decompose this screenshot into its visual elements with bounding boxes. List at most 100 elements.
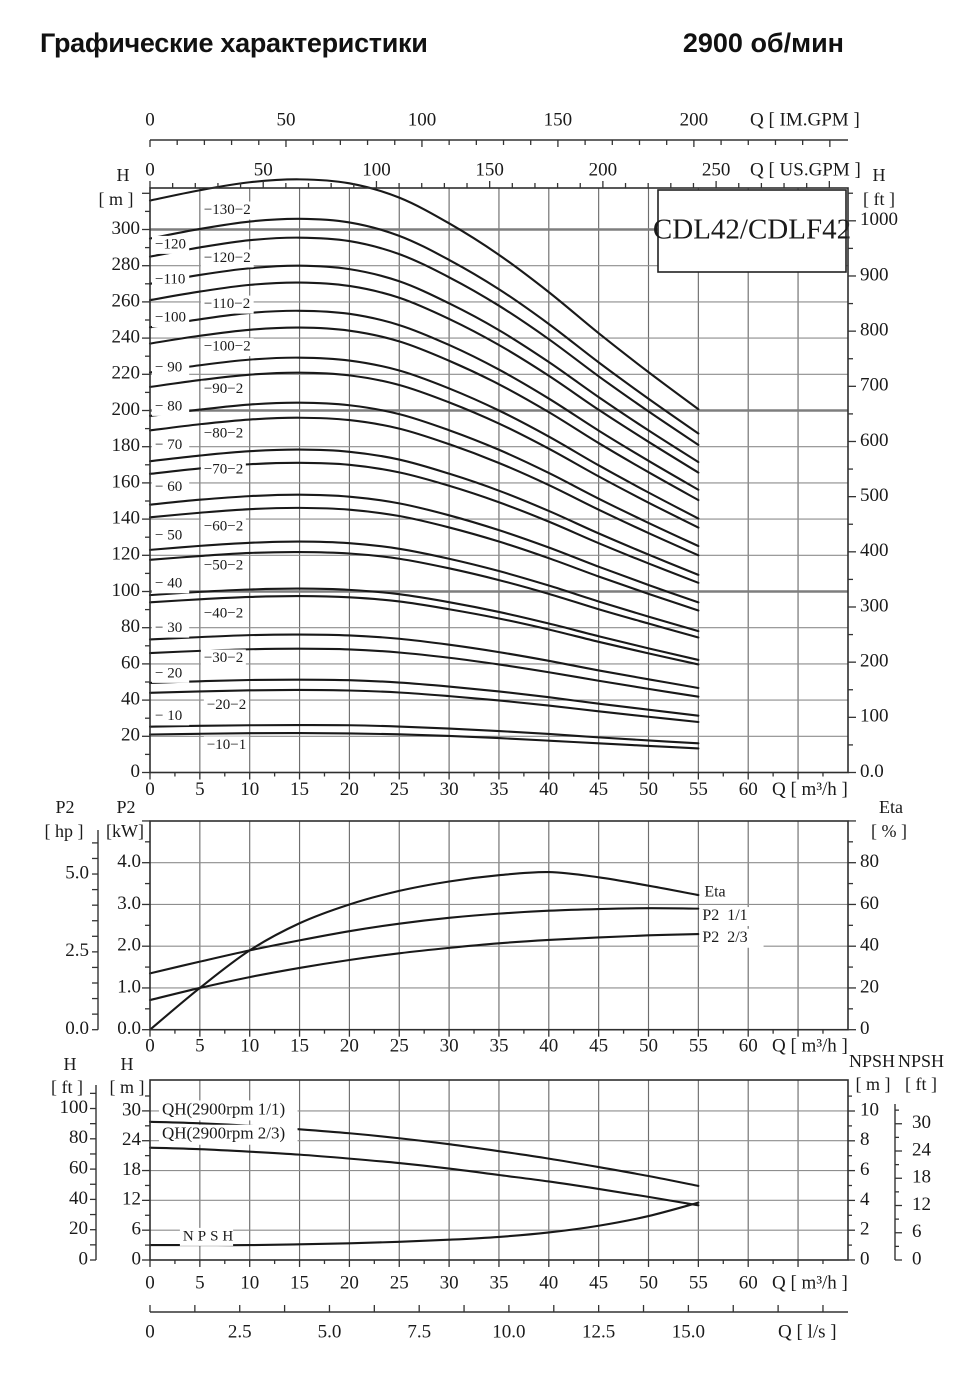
axis-tick-label: 25: [390, 1035, 409, 1056]
axis-tick-label: 0: [132, 1248, 142, 1269]
axis-tick-label: 20: [340, 1035, 359, 1056]
axis-header: [ hp ]: [45, 821, 84, 841]
curve-label: −80−2: [204, 425, 243, 441]
axis-header: P2: [55, 797, 74, 817]
axis-tick-label: 80: [860, 851, 879, 872]
axis-tick-label: 18: [122, 1159, 141, 1180]
axis-tick-label: 55: [689, 779, 708, 800]
axis-tick-label: 20: [69, 1218, 88, 1239]
axis-tick-label: 15: [290, 779, 309, 800]
axis-tick-label: 50: [639, 1035, 658, 1056]
curve--30: [148, 633, 700, 690]
curve--40: [148, 587, 700, 661]
x-axis-title: Q [ m³/h ]: [772, 779, 848, 800]
axis-tick-label: 12: [122, 1189, 141, 1210]
axis-tick-label: 20: [340, 779, 359, 800]
axis-tick-label: 300: [860, 595, 889, 616]
axis-tick-label: 20: [121, 725, 140, 746]
curve--100-2: [148, 326, 700, 502]
curve-label: −60−2: [204, 519, 243, 535]
curve-label-bg: [699, 907, 764, 927]
axis-tick-label: 45: [589, 779, 608, 800]
curve-label-bg: [151, 358, 190, 377]
axis-tick-label: 6: [132, 1219, 142, 1240]
axis-tick-label: 0: [912, 1248, 922, 1269]
axis-tick-label: 400: [860, 540, 889, 561]
axis-header: [ % ]: [871, 821, 907, 841]
curve-label: − 70: [155, 437, 182, 453]
curve-label: QH(2900rpm 1/1): [162, 1099, 285, 1118]
curve-label: −110: [155, 272, 185, 288]
axis-tick-label: 100: [860, 706, 889, 727]
axis-tick-label: 0: [145, 1035, 155, 1056]
axis-tick-label: 120: [112, 544, 141, 565]
axis-tick-label: 250: [702, 159, 731, 180]
curve-Eta: [148, 871, 700, 1031]
axis-tick-label: 25: [390, 779, 409, 800]
curve-label: − 50: [155, 528, 182, 544]
curve--40-2: [148, 594, 700, 666]
curve--50-2: [148, 550, 700, 639]
axis-tick-label: 300: [112, 218, 141, 239]
curve-label: −130−2: [204, 202, 251, 218]
axis-tick-label: 0.0: [65, 1018, 89, 1039]
axis-tick-label: 50: [639, 779, 658, 800]
axis-tick-label: 800: [860, 320, 889, 341]
curve-label: −30−2: [204, 650, 243, 666]
curve--70: [148, 448, 700, 576]
curve-label: − 30: [155, 620, 182, 636]
curve-label-bg: [200, 201, 254, 220]
curve-label: −100−2: [204, 339, 251, 355]
axis-tick-label: 200: [860, 651, 889, 672]
curve-label-bg: [151, 478, 190, 497]
axis-tick-label: 0: [131, 761, 141, 782]
axis-tick-label: 60: [739, 779, 758, 800]
axis-tick-label: 4.0: [117, 851, 141, 872]
curve--60-2: [148, 506, 700, 612]
axis-tick-label: 35: [489, 1272, 508, 1293]
curve--10: [148, 724, 700, 745]
x-axis-title: Q [ US.GPM ]: [750, 159, 861, 180]
axis-tick-label: 6: [860, 1159, 870, 1180]
curve-label-bg: [151, 271, 190, 290]
axis-tick-label: 15.0: [672, 1321, 705, 1342]
axis-tick-label: 20: [860, 976, 879, 997]
axis-tick-label: 2: [860, 1219, 870, 1240]
axis-tick-label: 200: [680, 109, 709, 130]
x-axis-title: Q [ IM.GPM ]: [750, 109, 860, 130]
x-axis-title: Q [ m³/h ]: [772, 1272, 848, 1293]
axis-header: Eta: [879, 797, 903, 817]
curve-NPSH: [148, 1201, 700, 1247]
curve-label: − 40: [155, 576, 182, 592]
axis-tick-label: 0: [860, 1018, 870, 1039]
axis-tick-label: 60: [739, 1035, 758, 1056]
axis-tick-label: 10: [240, 779, 259, 800]
axis-tick-label: 5: [195, 779, 205, 800]
curve--90: [148, 356, 700, 520]
axis-tick-label: 100: [112, 580, 141, 601]
axis-header: [ m ]: [110, 1077, 145, 1097]
axis-tick-label: 15: [290, 1272, 309, 1293]
axis-tick-label: 50: [254, 159, 273, 180]
model-label: CDL42/CDLF42: [653, 214, 851, 246]
curve--20-2: [148, 688, 700, 724]
axis-tick-label: 80: [121, 616, 140, 637]
axis-tick-label: 240: [112, 326, 141, 347]
curve--20: [148, 678, 700, 717]
axis-tick-label: 30: [440, 1035, 459, 1056]
axis-tick-label: 18: [912, 1167, 931, 1188]
curve-label: − 20: [155, 665, 182, 681]
axis-tick-label: 5.0: [318, 1321, 342, 1342]
curve--120-2: [148, 236, 700, 446]
curve-label-bg: [151, 664, 190, 683]
x-axis-title: Q [ l/s ]: [778, 1321, 837, 1342]
curve-label-bg: [200, 338, 254, 357]
curve--110-2: [148, 281, 700, 474]
axis-tick-label: 24: [122, 1129, 142, 1150]
axis-headers: H [ m ] H [ ft ] P2 [ hp ] P2 [kW] Eta [ % ] H [ ft…: [45, 165, 945, 1097]
axis-tick-label: 50: [276, 109, 295, 130]
curve-label-bg: [200, 649, 246, 668]
axis-tick-label: 700: [860, 375, 889, 396]
axis-header: [ ft ]: [905, 1074, 937, 1094]
axis-tick-label: 220: [112, 363, 141, 384]
